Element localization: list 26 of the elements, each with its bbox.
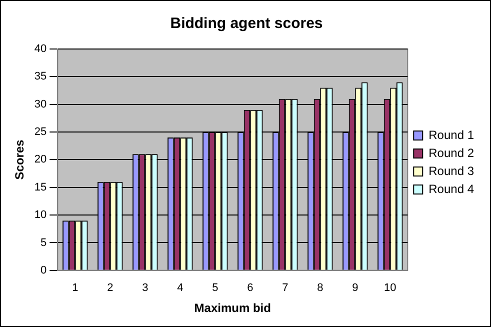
y-tick-label: 40	[34, 43, 47, 56]
y-tick-label: 0	[40, 264, 47, 276]
x-tick-label: 2	[107, 282, 114, 294]
y-tick-label: 10	[34, 209, 47, 222]
y-tick-label: 25	[34, 126, 47, 138]
y-tick-label: 15	[34, 181, 47, 194]
x-tick-label: 1	[72, 282, 78, 294]
x-tick-label: 6	[247, 282, 254, 294]
y-tick-label: 5	[40, 236, 47, 249]
chart-title: Bidding agent scores	[170, 15, 323, 32]
legend-label: Round 3	[428, 164, 474, 178]
legend-label: Round 2	[428, 146, 474, 160]
y-tick-label: 30	[34, 98, 47, 110]
y-axis-title: Scores	[12, 139, 27, 180]
x-tick-label: 7	[282, 282, 288, 294]
y-tick-label: 20	[34, 154, 47, 166]
x-axis-title: Maximum bid	[194, 301, 271, 316]
x-tick-label: 5	[212, 282, 218, 294]
legend-label: Round 1	[428, 128, 474, 142]
x-tick-label: 10	[384, 282, 396, 294]
x-tick-label: 4	[177, 282, 184, 294]
x-tick-label: 9	[352, 282, 358, 294]
y-tick-label: 35	[34, 70, 47, 83]
legend-label: Round 4	[428, 182, 474, 196]
x-tick-label: 3	[142, 282, 148, 294]
x-tick-label: 8	[317, 282, 324, 294]
